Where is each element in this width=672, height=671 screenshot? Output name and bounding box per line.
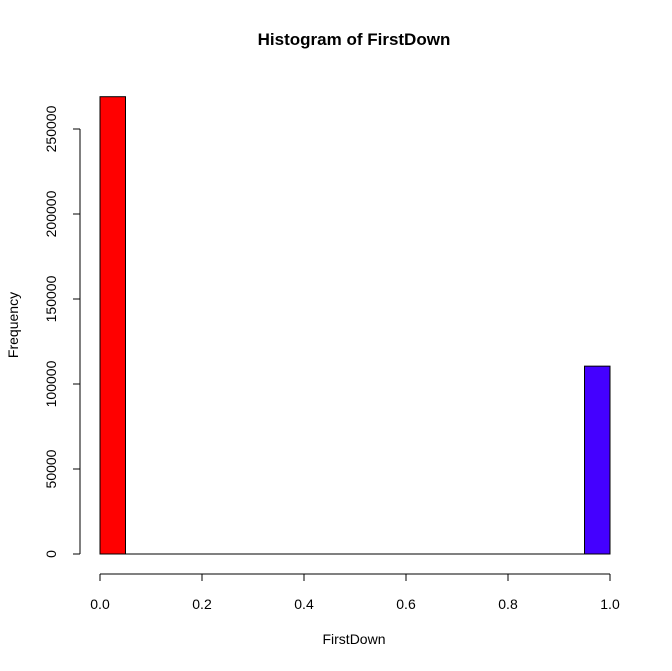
x-tick-label-0: 0.0 bbox=[90, 596, 110, 612]
y-tick-label-5: 250000 bbox=[43, 105, 59, 152]
x-tick-label-5: 1.0 bbox=[600, 596, 620, 612]
y-tick-label-1: 50000 bbox=[43, 449, 59, 488]
bars-group bbox=[99, 96, 611, 555]
y-axis: 0 50000 100000 150000 200000 250000 bbox=[43, 105, 81, 558]
x-tick-label-2: 0.4 bbox=[294, 596, 314, 612]
histogram-bar-19 bbox=[584, 365, 611, 555]
y-tick-label-0: 0 bbox=[43, 550, 59, 558]
x-tick-label-3: 0.6 bbox=[396, 596, 416, 612]
histogram-bar-0 bbox=[99, 96, 126, 555]
chart-title: Histogram of FirstDown bbox=[257, 30, 451, 49]
y-tick-label-2: 100000 bbox=[43, 360, 59, 407]
y-tick-label-4: 200000 bbox=[43, 190, 59, 237]
x-tick-label-1: 0.2 bbox=[192, 596, 212, 612]
x-axis-label: FirstDown bbox=[322, 631, 386, 647]
y-axis-label: Frequency bbox=[5, 291, 21, 359]
x-tick-label-4: 0.8 bbox=[498, 596, 518, 612]
y-tick-label-3: 150000 bbox=[43, 275, 59, 322]
x-axis: 0.0 0.2 0.4 0.6 0.8 1.0 bbox=[90, 573, 620, 612]
